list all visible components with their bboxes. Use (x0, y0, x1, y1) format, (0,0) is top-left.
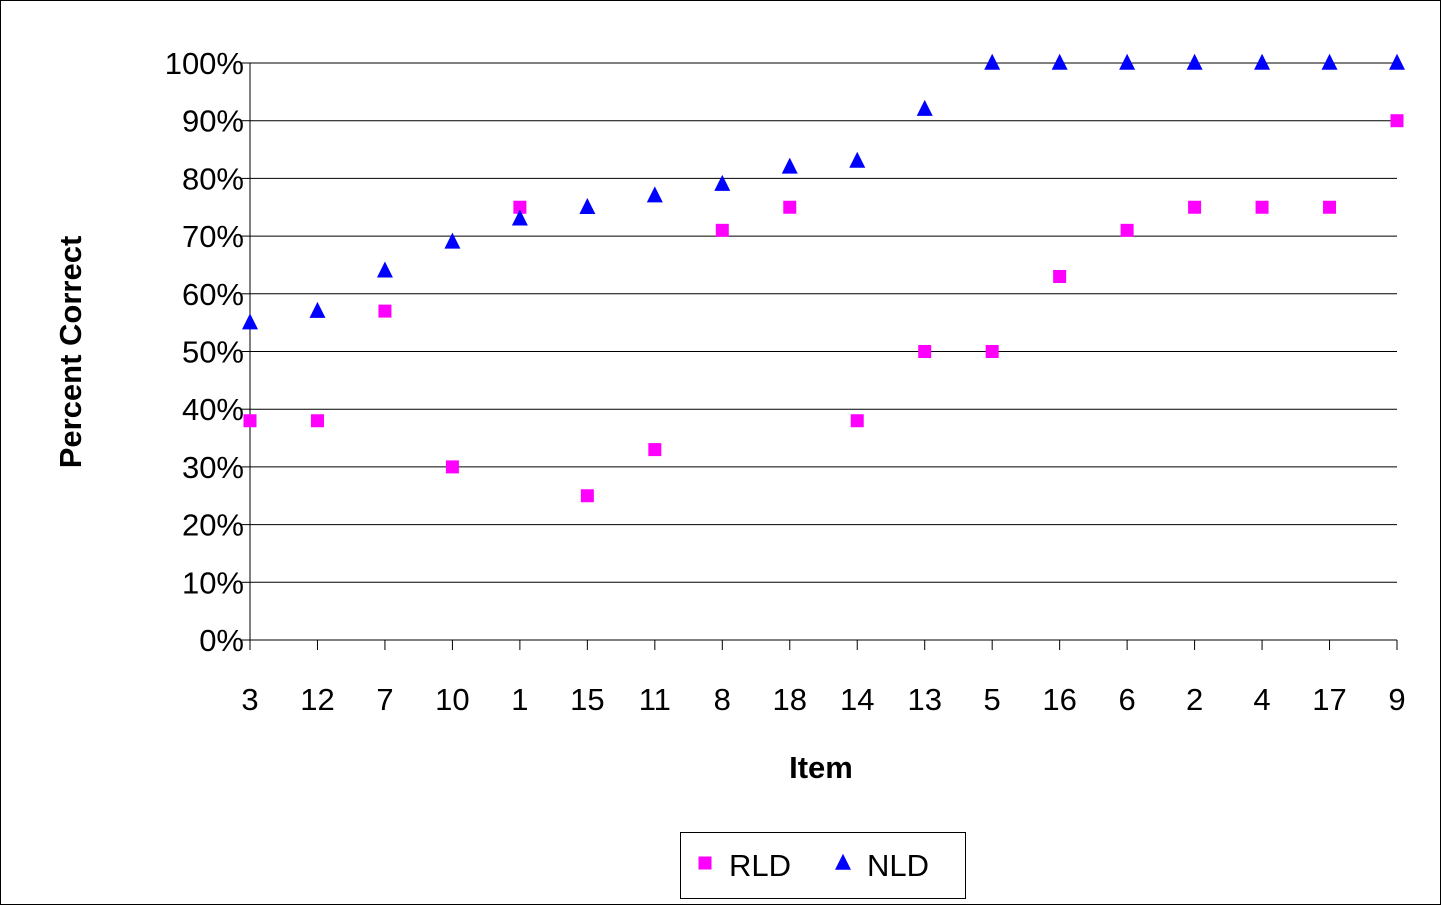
nld-point (849, 151, 866, 168)
rld-point (1255, 200, 1269, 214)
rld-point (580, 489, 594, 503)
series-nld (242, 53, 1405, 330)
rld-point (445, 460, 459, 474)
nld-point (1119, 53, 1136, 70)
nld-point (579, 197, 596, 214)
x-tick-label: 18 (773, 682, 807, 717)
y-tick-label: 40% (182, 392, 244, 427)
nld-point (376, 261, 393, 278)
x-tick-label: 13 (907, 682, 941, 717)
rld-point (243, 414, 257, 428)
rld-point (310, 414, 324, 428)
rld-point (985, 345, 999, 358)
nld-point (242, 313, 258, 330)
rld-point (783, 200, 797, 214)
y-tick-label: 60% (182, 277, 244, 312)
rld-point (513, 200, 527, 214)
rld-point (1188, 200, 1202, 214)
nld-point (714, 174, 731, 191)
y-tick-label: 20% (182, 508, 244, 543)
legend-box (680, 832, 966, 899)
x-tick-label: 8 (714, 682, 731, 717)
x-tick-label: 17 (1312, 682, 1346, 717)
nld-point (1389, 53, 1405, 70)
rld-point (1390, 114, 1404, 128)
nld-point (916, 99, 933, 116)
axes (242, 62, 1398, 650)
x-tick-label: 16 (1042, 682, 1076, 717)
rld-point (1323, 200, 1337, 214)
y-tick-label: 10% (182, 565, 244, 600)
x-tick-labels: 3 12 7 10 1 15 11 8 18 14 13 5 16 6 2 4 17 9 (241, 682, 1405, 717)
y-tick-label: 80% (182, 161, 244, 196)
nld-point (1051, 53, 1068, 70)
rld-point (850, 414, 864, 428)
y-tick-label: 50% (182, 335, 244, 370)
nld-point (1254, 53, 1271, 70)
x-tick-label: 10 (435, 682, 469, 717)
rld-point (1053, 269, 1067, 283)
legend: RLD NLD (680, 832, 966, 899)
x-axis-title: Item (789, 750, 853, 785)
x-tick-label: 12 (300, 682, 334, 717)
y-axis-title: Percent Correct (53, 236, 88, 469)
nld-point (646, 186, 663, 203)
x-tick-label: 6 (1118, 682, 1135, 717)
y-tick-label: 0% (199, 623, 244, 658)
x-tick-label: 2 (1186, 682, 1203, 717)
y-tick-label: 100% (165, 46, 244, 81)
gridlines (250, 62, 1397, 583)
rld-point (918, 345, 932, 358)
rld-point (1120, 223, 1134, 237)
rld-point (648, 443, 662, 457)
legend-marker-rld (698, 856, 712, 870)
x-tick-label: 11 (639, 682, 671, 717)
legend-label-nld: NLD (867, 848, 929, 883)
nld-point (984, 53, 1001, 70)
x-tick-label: 4 (1253, 682, 1270, 717)
nld-point (1321, 53, 1338, 70)
x-tick-label: 14 (840, 682, 874, 717)
x-tick-label: 5 (984, 682, 1001, 717)
x-tick-label: 1 (511, 682, 528, 717)
nld-point (444, 232, 461, 249)
y-tick-labels: 0% 10% 20% 30% 40% 50% 60% 70% 80% 90% 100% (165, 46, 244, 658)
legend-marker-nld (835, 853, 851, 870)
x-tick-label: 15 (570, 682, 604, 717)
y-tick-label: 30% (182, 450, 244, 485)
x-tick-label: 3 (241, 682, 258, 717)
data-points (242, 53, 1405, 503)
y-tick-label: 90% (182, 104, 244, 139)
x-tick-label: 9 (1388, 682, 1405, 717)
x-tick-label: 7 (376, 682, 393, 717)
nld-point (1186, 53, 1203, 70)
nld-point (309, 301, 326, 318)
nld-point (511, 209, 528, 226)
legend-label-rld: RLD (729, 848, 791, 883)
series-rld (243, 114, 1404, 503)
rld-point (715, 223, 729, 237)
rld-point (378, 304, 392, 318)
nld-point (781, 157, 798, 174)
y-tick-label: 70% (182, 219, 244, 254)
